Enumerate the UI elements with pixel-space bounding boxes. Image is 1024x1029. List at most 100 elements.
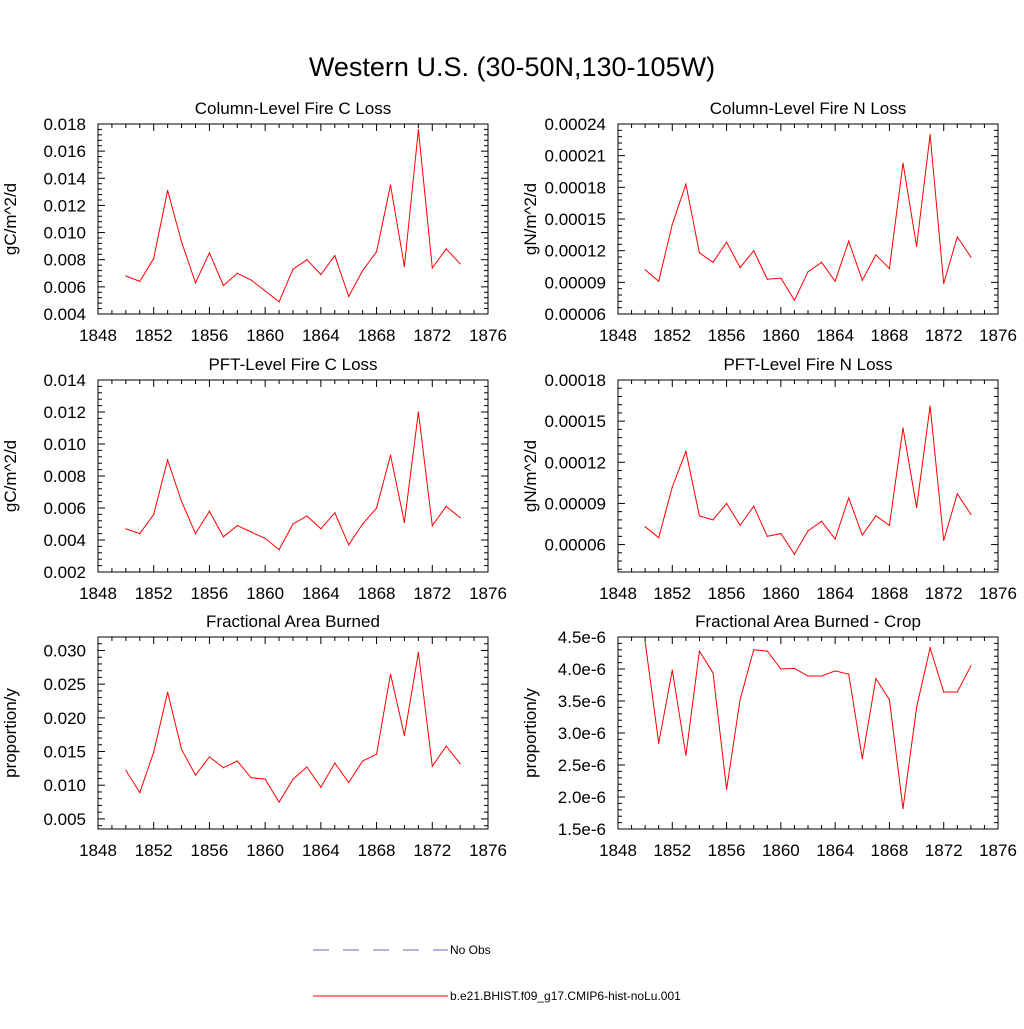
data-point [943, 539, 945, 542]
x-tick-label: 1864 [302, 841, 340, 860]
y-tick-label: 4.0e-6 [558, 660, 606, 679]
x-tick-label: 1876 [979, 584, 1017, 603]
x-tick-label: 1868 [358, 326, 396, 345]
x-tick-label: 1868 [358, 584, 396, 603]
data-point [445, 248, 447, 250]
y-tick-label: 4.5e-6 [558, 628, 606, 647]
data-point [875, 254, 877, 256]
data-point [970, 256, 972, 258]
data-point [431, 267, 433, 269]
y-tick-label: 0.004 [43, 305, 86, 324]
y-tick-label: 0.00015 [545, 210, 606, 229]
data-point [698, 252, 701, 254]
data-point [956, 691, 958, 693]
x-tick-label: 1848 [79, 841, 117, 860]
data-point [698, 515, 701, 517]
data-point [236, 760, 238, 762]
x-tick-label: 1860 [246, 841, 284, 860]
legend: No Obs b.e21.BHIST.f09_g17.CMIP6-hist-no… [313, 943, 681, 1003]
series-line [125, 129, 461, 303]
data-point [793, 299, 796, 301]
x-tick-label: 1872 [925, 326, 963, 345]
y-tick-label: 0.008 [43, 251, 86, 270]
data-point [888, 524, 891, 526]
data-point [208, 510, 211, 512]
data-point [306, 259, 308, 261]
data-point [306, 515, 308, 517]
y-axis-label: gC/m^2/d [1, 183, 20, 255]
data-point [820, 675, 823, 677]
y-tick-label: 0.010 [43, 224, 86, 243]
data-point [389, 184, 392, 186]
data-point [459, 263, 461, 265]
legend-label-no-obs: No Obs [450, 943, 491, 957]
panel-title: Column-Level Fire C Loss [195, 99, 392, 118]
chart-panel-2: Column-Level Fire N Loss gN/m^2/d 1848 1852… [521, 99, 1017, 345]
panel-title: PFT-Level Fire N Loss [723, 355, 892, 374]
data-point [375, 250, 378, 253]
data-point [943, 282, 945, 284]
x-tick-label: 1868 [871, 841, 909, 860]
x-tick-label: 1848 [79, 584, 117, 603]
data-point [780, 277, 782, 279]
y-axis-label: gN/m^2/d [521, 183, 540, 255]
data-point [417, 128, 419, 131]
x-tick-label: 1876 [979, 841, 1017, 860]
data-point [389, 673, 392, 675]
y-tick-label: 0.012 [43, 403, 86, 422]
y-tick-label: 0.002 [43, 563, 86, 582]
data-point [712, 519, 714, 521]
panel-title: Column-Level Fire N Loss [710, 99, 907, 118]
data-point [807, 675, 809, 677]
data-point [820, 261, 823, 263]
data-point [848, 497, 850, 499]
y-tick-label: 0.00012 [545, 242, 606, 261]
data-point [194, 774, 197, 776]
panel-title: PFT-Level Fire C Loss [208, 355, 377, 374]
panel-title: Fractional Area Burned - Crop [695, 612, 921, 631]
data-point [807, 271, 809, 273]
data-point [334, 255, 336, 257]
data-point [292, 268, 294, 270]
plot-frame [617, 379, 999, 573]
y-tick-label: 0.016 [43, 142, 86, 161]
data-point [644, 269, 646, 271]
data-point [861, 758, 863, 760]
x-tick-label: 1872 [925, 584, 963, 603]
data-point [671, 486, 673, 488]
data-point [139, 280, 141, 283]
data-point [658, 280, 660, 282]
data-point [807, 530, 809, 532]
data-point [685, 183, 687, 185]
data-point [766, 278, 768, 280]
data-point [834, 538, 836, 540]
data-point [848, 240, 850, 242]
data-point [417, 411, 419, 413]
x-tick-label: 1852 [135, 584, 173, 603]
data-point [362, 523, 364, 525]
y-tick-label: 0.008 [43, 467, 86, 486]
data-point [431, 525, 433, 527]
x-tick-label: 1856 [708, 841, 746, 860]
y-tick-label: 0.00024 [545, 115, 606, 134]
data-point [753, 250, 755, 252]
data-point [712, 261, 714, 263]
y-tick-label: 0.010 [43, 776, 86, 795]
data-point [153, 257, 155, 259]
data-point [153, 513, 155, 516]
data-point [780, 668, 782, 670]
x-tick-label: 1848 [599, 584, 637, 603]
data-point [915, 245, 918, 248]
data-point [320, 274, 322, 276]
data-point [250, 531, 252, 533]
data-point [139, 792, 141, 794]
figure-title: Western U.S. (30-50N,130-105W) [309, 52, 715, 82]
y-tick-label: 0.00006 [545, 305, 606, 324]
data-point [167, 459, 169, 461]
data-point [362, 760, 364, 762]
y-axis-label: proportion/y [1, 688, 20, 778]
y-tick-label: 0.012 [43, 196, 86, 215]
data-point [820, 520, 823, 522]
data-point [929, 133, 931, 136]
y-tick-label: 0.025 [43, 675, 86, 694]
